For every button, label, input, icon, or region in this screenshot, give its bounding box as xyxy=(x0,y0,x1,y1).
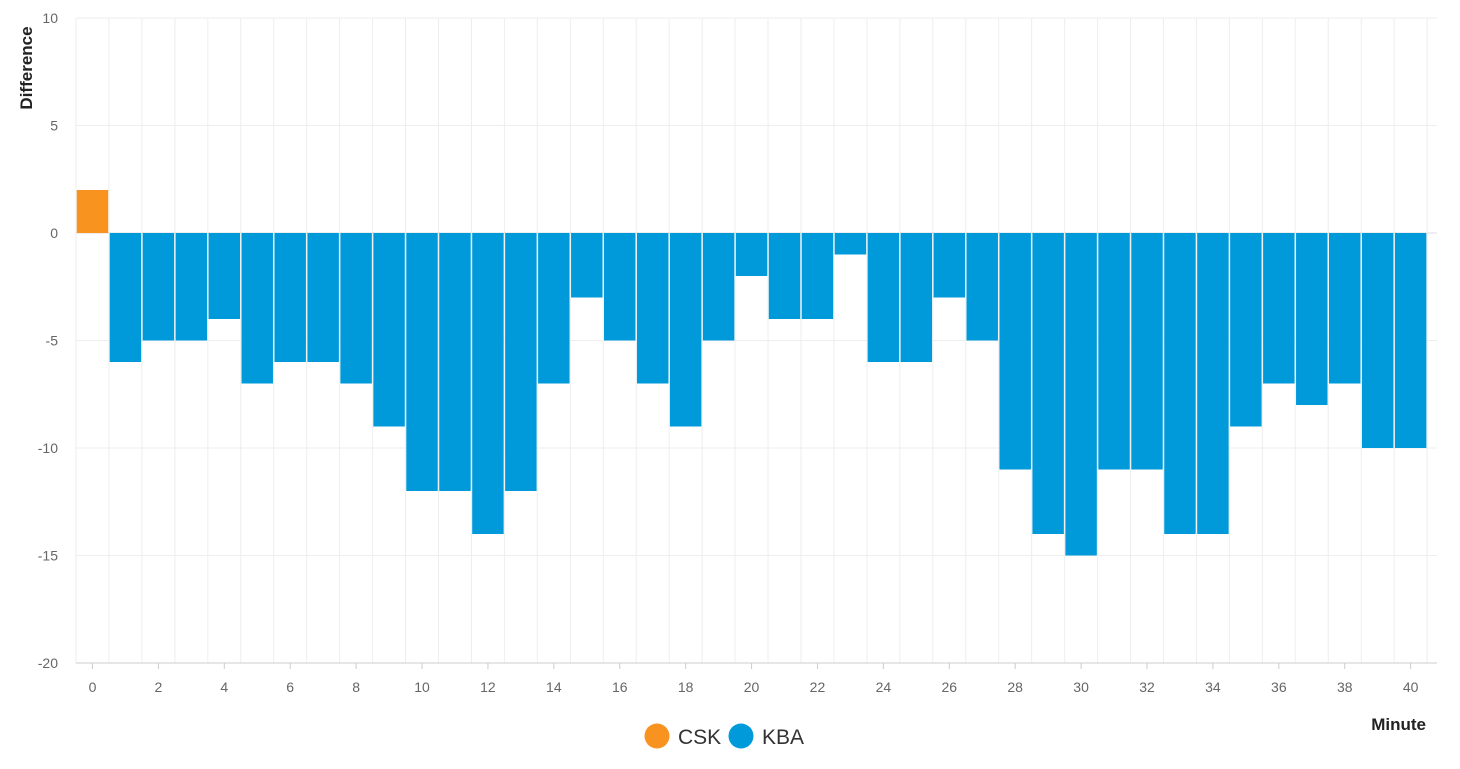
legend-swatch xyxy=(644,723,670,749)
bar-minute-7 xyxy=(307,233,339,362)
x-tick-label: 8 xyxy=(352,679,360,695)
bar-minute-18 xyxy=(669,233,702,427)
bar-minute-33 xyxy=(1164,233,1196,534)
legend-label: KBA xyxy=(762,726,804,749)
y-axis-title: Difference xyxy=(17,26,36,109)
x-tick-label: 36 xyxy=(1271,679,1287,695)
x-tick-label: 16 xyxy=(612,679,628,695)
bar-minute-5 xyxy=(241,233,273,384)
bar-minute-35 xyxy=(1230,233,1262,427)
legend-label: CSK xyxy=(678,726,721,749)
legend-item-csk[interactable]: CSK xyxy=(644,723,722,750)
x-tick-label: 24 xyxy=(876,679,892,695)
legend: CSK KBA xyxy=(644,723,805,750)
bar-minute-11 xyxy=(439,233,471,491)
bar-minute-40 xyxy=(1394,233,1427,448)
x-tick-label: 22 xyxy=(810,679,826,695)
legend-item-kba[interactable]: KBA xyxy=(728,723,805,750)
x-tick-label: 28 xyxy=(1007,679,1023,695)
bar-minute-28 xyxy=(999,233,1031,470)
bar-minute-10 xyxy=(406,233,438,491)
x-tick-label: 26 xyxy=(941,679,957,695)
y-tick-label: -10 xyxy=(38,440,58,456)
bar-minute-3 xyxy=(175,233,208,341)
y-tick-label: 5 xyxy=(50,118,58,134)
bar-minute-38 xyxy=(1329,233,1361,384)
grid-layer xyxy=(75,17,1437,664)
x-tick-label: 0 xyxy=(89,679,97,695)
bar-minute-31 xyxy=(1098,233,1130,470)
bar-minute-25 xyxy=(900,233,933,362)
bar-minute-9 xyxy=(373,233,405,427)
bar-minute-14 xyxy=(538,233,570,384)
bar-minute-39 xyxy=(1361,233,1394,448)
bar-minute-0 xyxy=(76,190,109,233)
bar-minute-17 xyxy=(636,233,669,384)
bar-minute-15 xyxy=(571,233,603,298)
bar-minute-1 xyxy=(109,233,142,362)
bars-layer xyxy=(76,190,1427,556)
y-tick-label: -5 xyxy=(46,333,59,349)
x-tick-label: 2 xyxy=(154,679,162,695)
bar-minute-30 xyxy=(1065,233,1097,556)
bar-minute-27 xyxy=(966,233,998,341)
x-tick-label: 20 xyxy=(744,679,760,695)
x-tick-label: 34 xyxy=(1205,679,1221,695)
bar-minute-34 xyxy=(1197,233,1229,534)
y-tick-label: -20 xyxy=(38,655,58,671)
bar-minute-2 xyxy=(142,233,175,341)
x-tick-label: 4 xyxy=(220,679,228,695)
x-axis-title: Minute xyxy=(1371,715,1426,734)
y-tick-label: 10 xyxy=(42,10,58,26)
bar-minute-12 xyxy=(472,233,504,534)
bar-minute-21 xyxy=(768,233,801,319)
bar-minute-29 xyxy=(1032,233,1064,534)
x-tick-label: 12 xyxy=(480,679,496,695)
bar-minute-23 xyxy=(834,233,867,255)
legend-swatch xyxy=(728,723,754,749)
x-tick-label: 6 xyxy=(286,679,294,695)
x-tick-label: 40 xyxy=(1403,679,1419,695)
bar-minute-26 xyxy=(933,233,966,298)
bar-minute-24 xyxy=(867,233,900,362)
x-tick-label: 18 xyxy=(678,679,694,695)
bar-minute-8 xyxy=(340,233,372,384)
bar-minute-6 xyxy=(274,233,306,362)
bar-minute-20 xyxy=(735,233,768,276)
bar-minute-16 xyxy=(604,233,636,341)
bar-minute-19 xyxy=(702,233,735,341)
x-tick-label: 10 xyxy=(414,679,430,695)
bar-minute-36 xyxy=(1263,233,1295,384)
bar-minute-37 xyxy=(1296,233,1328,405)
x-tick-label: 38 xyxy=(1337,679,1353,695)
x-tick-label: 32 xyxy=(1139,679,1155,695)
bar-minute-32 xyxy=(1131,233,1163,470)
y-tick-label: 0 xyxy=(50,225,58,241)
bar-minute-13 xyxy=(505,233,537,491)
x-tick-label: 30 xyxy=(1073,679,1089,695)
x-tick-label: 14 xyxy=(546,679,562,695)
bar-minute-22 xyxy=(801,233,834,319)
bar-minute-4 xyxy=(208,233,241,319)
y-tick-label: -15 xyxy=(38,548,58,564)
